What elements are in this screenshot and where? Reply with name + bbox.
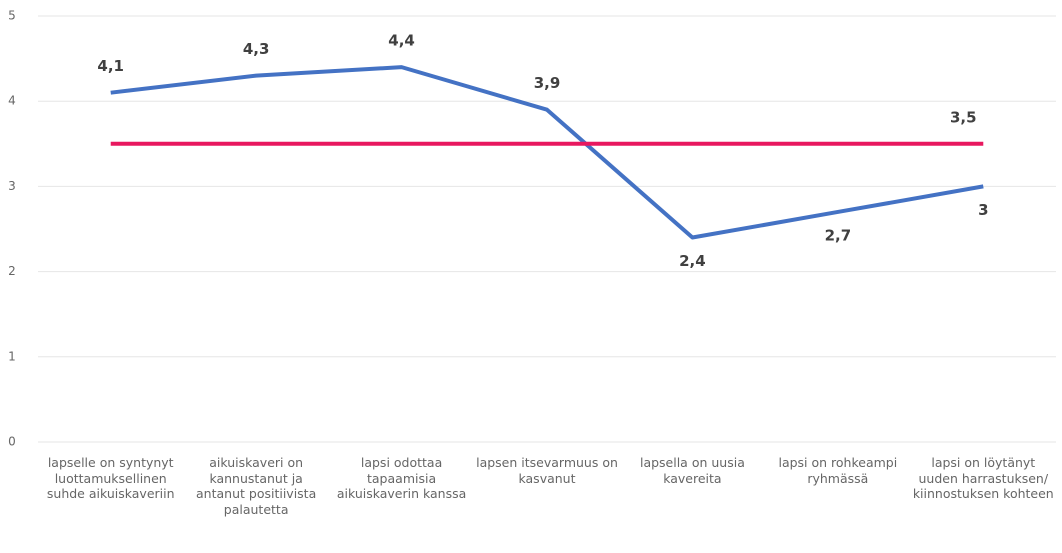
x-tick-label: lapsella on uusia kavereita: [639, 455, 745, 486]
x-tick-label: lapselle on syntynyt luottamuksellinen s…: [46, 455, 175, 501]
x-tick-label: lapsen itsevarmuus on kasvanut: [476, 455, 618, 486]
y-tick-label: 0: [8, 435, 16, 449]
x-tick-label: lapsi odottaa tapaamisia aikuiskaverin k…: [336, 455, 467, 501]
data-label: 3,9: [534, 74, 561, 92]
y-tick-label: 1: [8, 349, 16, 363]
x-tick-label: lapsi on löytänyt uuden harrastuksen/ ki…: [912, 455, 1054, 501]
data-label: 2,4: [679, 252, 706, 270]
x-tick-label: aikuiskaveri on kannustanut ja antanut p…: [196, 455, 317, 517]
data-label: 4,1: [97, 57, 124, 75]
x-tick-label: lapsi on rohkeampi ryhmässä: [778, 455, 898, 486]
y-tick-label: 2: [8, 264, 16, 278]
y-tick-label: 5: [8, 9, 16, 23]
data-label: 2,7: [825, 226, 852, 244]
data-label: 3: [978, 201, 988, 219]
data-label: 3,5: [950, 108, 977, 126]
data-label: 4,4: [388, 32, 415, 50]
data-label: 4,3: [243, 40, 270, 58]
series-line: [110, 65, 984, 240]
y-tick-label: 3: [8, 179, 16, 193]
y-tick-label: 4: [8, 94, 16, 108]
